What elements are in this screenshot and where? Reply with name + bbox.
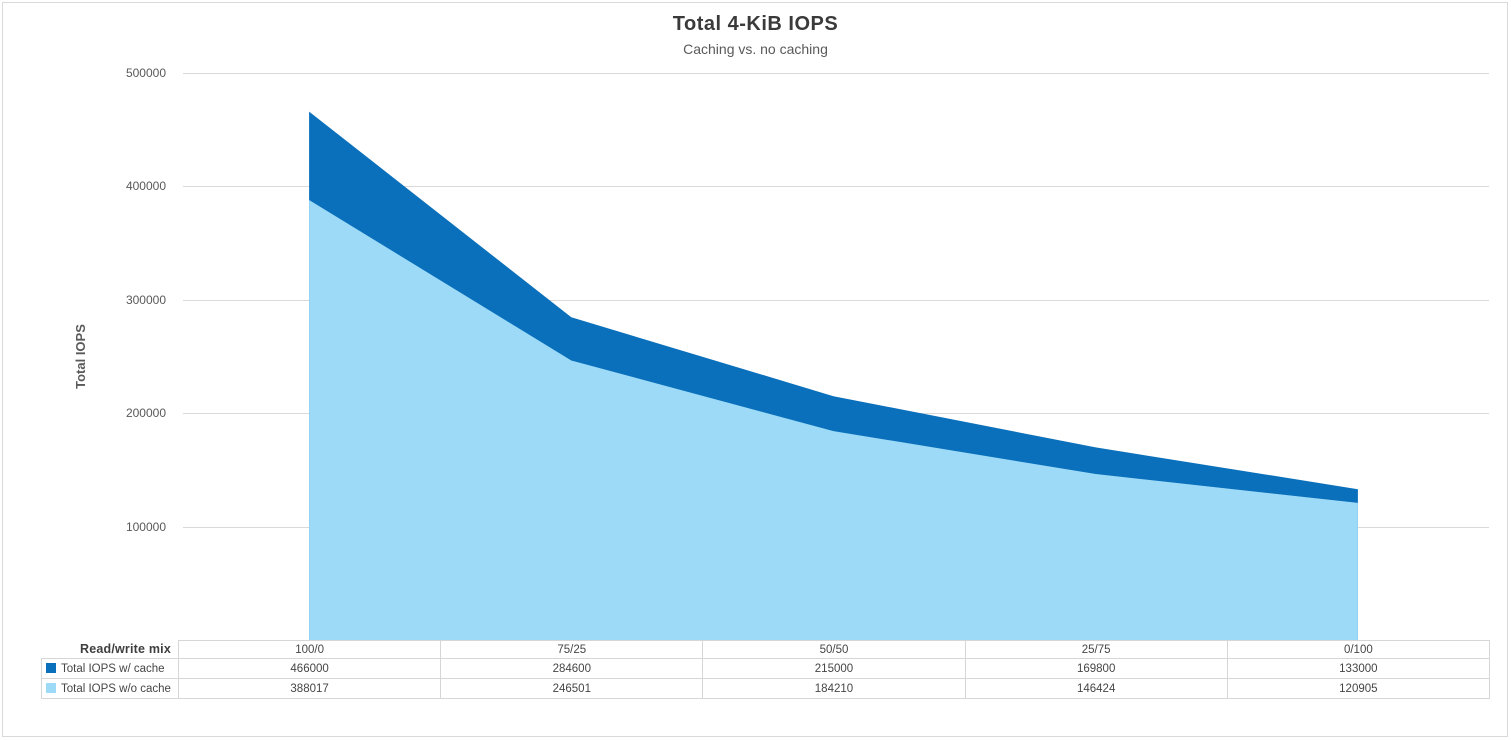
category-label: 100/0: [177, 640, 442, 659]
area-series-without-cache: [309, 200, 1358, 640]
y-tick-label: 300000: [125, 292, 166, 307]
y-tick-label: 200000: [125, 406, 166, 421]
chart-title: Total 4-KiB IOPS: [672, 13, 839, 35]
value-cell: 284600: [440, 658, 704, 679]
plot-area: [183, 73, 1489, 640]
value-cell: 246501: [440, 678, 704, 699]
value-cell: 466000: [177, 658, 442, 679]
value-cell: 388017: [177, 678, 442, 699]
legend-swatch-icon: [46, 662, 56, 673]
value-cell: 120905: [1226, 678, 1490, 699]
chart-subtitle: Caching vs. no caching: [683, 41, 828, 57]
x-axis-title: Read/write mix: [79, 642, 171, 657]
category-label: 25/75: [964, 640, 1228, 659]
category-label: 75/25: [440, 640, 704, 659]
value-cell: 169800: [964, 658, 1228, 679]
category-label: 50/50: [702, 640, 966, 659]
y-axis-title: Total IOPS: [60, 73, 100, 640]
series-legend-cell: Total IOPS w/o cache: [41, 678, 179, 699]
value-cell: 133000: [1226, 658, 1490, 679]
value-cell: 146424: [964, 678, 1228, 699]
series-legend-cell: Total IOPS w/ cache: [41, 658, 179, 679]
y-tick-label: 400000: [125, 179, 166, 194]
table-series-row: Total IOPS w/ cache 466000 284600 215000 169…: [41, 658, 1490, 679]
value-cell: 184210: [702, 678, 966, 699]
table-header-row: Read/write mix 100/0 75/25 50/50 25/75 0/100: [42, 640, 1490, 659]
table-series-row: Total IOPS w/o cache 388017 246501 184210 14…: [41, 678, 1490, 699]
y-axis-title-text: Total IOPS: [72, 324, 88, 389]
y-tick-label: 100000: [125, 519, 166, 534]
legend-swatch-icon: [46, 682, 56, 693]
chart-data-table: Read/write mix 100/0 75/25 50/50 25/75 0/100 T…: [41, 640, 1490, 699]
category-label: 0/100: [1226, 640, 1490, 659]
y-tick-label: 500000: [125, 66, 166, 80]
value-cell: 215000: [702, 658, 966, 679]
